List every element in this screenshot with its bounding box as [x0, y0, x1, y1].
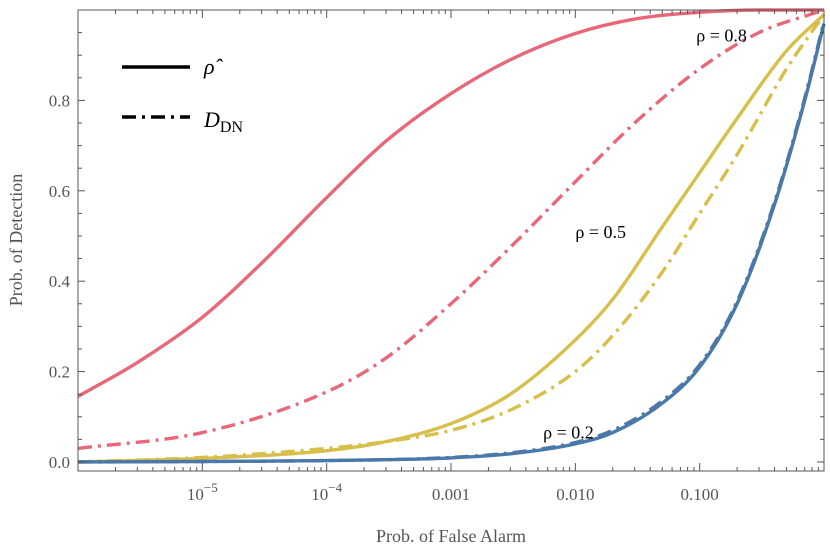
x-tick-label-4: 0.100: [681, 485, 719, 504]
series-line-3: [77, 13, 826, 464]
series-line-1: [77, 8, 825, 451]
x-tick-label-3: 0.010: [556, 485, 594, 504]
x-tick-label-2: 0.001: [432, 485, 470, 504]
y-tick-label-4: 0.8: [49, 91, 70, 110]
x-tick-label-1: 10−4: [311, 480, 342, 504]
y-tick-label-2: 0.4: [49, 272, 71, 291]
legend-label-ddn: DDN: [203, 107, 243, 136]
annotation-rho-02: ρ = 0.2: [543, 422, 594, 442]
x-tick-label-0: 10−5: [187, 480, 218, 504]
x-tick-label-exp: −4: [328, 480, 342, 495]
x-tick-label-base: 10: [311, 485, 328, 504]
x-axis-title: Prob. of False Alarm: [376, 526, 526, 546]
y-tick-label-1: 0.2: [49, 363, 70, 382]
annotation-rho-05: ρ = 0.5: [575, 222, 626, 242]
series-line-2: [77, 13, 826, 464]
x-tick-label-exp: −5: [204, 480, 218, 495]
legend-label-ddn-sub: DN: [220, 119, 244, 136]
series-line-5: [77, 20, 826, 464]
ticks-layer: 0.00.20.40.60.810−5 10−4 0.001 0.010 0.100: [49, 10, 824, 504]
y-tick-label-3: 0.6: [49, 182, 70, 201]
x-tick-label-base: 10: [187, 485, 204, 504]
legend-label-ddn-main: D: [203, 107, 220, 132]
y-tick-label-0: 0.0: [49, 453, 70, 472]
y-axis-title: Prob. of Detection: [6, 174, 26, 306]
annotation-rho-08: ρ = 0.8: [696, 26, 747, 46]
